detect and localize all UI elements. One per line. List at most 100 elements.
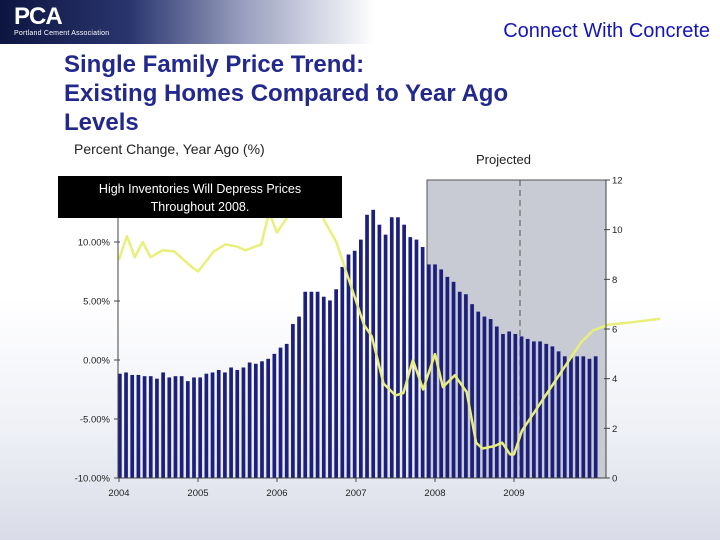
bar bbox=[525, 338, 530, 478]
logo-mark: PCA bbox=[14, 3, 63, 30]
bar bbox=[161, 372, 165, 478]
right-tick-label: 4 bbox=[612, 374, 617, 385]
bar bbox=[488, 319, 493, 478]
right-tick-label: 10 bbox=[612, 225, 623, 236]
bar bbox=[124, 372, 128, 478]
bar bbox=[532, 341, 536, 478]
pca-logo: PCA Portland Cement Association bbox=[14, 4, 109, 38]
bar bbox=[260, 361, 264, 478]
title-line-1: Single Family Price Trend: bbox=[64, 51, 365, 78]
header-bar: PCA Portland Cement Association Connect … bbox=[0, 0, 720, 44]
bar bbox=[297, 316, 301, 478]
tagline: Connect With Concrete bbox=[503, 20, 710, 42]
projected-label: Projected bbox=[476, 152, 531, 167]
bar bbox=[315, 291, 320, 478]
bar bbox=[544, 343, 549, 478]
bar bbox=[235, 369, 240, 478]
bar bbox=[451, 281, 456, 478]
price-trend-line bbox=[117, 181, 661, 456]
bar bbox=[562, 356, 567, 478]
bar bbox=[538, 341, 542, 478]
bar bbox=[359, 239, 363, 478]
right-tick-label: 2 bbox=[612, 424, 617, 435]
bar bbox=[402, 224, 406, 478]
callout-line-2: Throughout 2008. bbox=[150, 200, 250, 214]
logo-subtext: Portland Cement Association bbox=[14, 30, 110, 37]
bar bbox=[556, 351, 561, 478]
bar bbox=[185, 381, 190, 478]
bar bbox=[253, 363, 258, 478]
bar bbox=[284, 343, 289, 478]
bar bbox=[507, 331, 512, 478]
bar bbox=[420, 247, 425, 478]
bar bbox=[513, 333, 518, 478]
bar bbox=[328, 300, 332, 478]
callout-box: High Inventories Will Depress Prices Thr… bbox=[58, 176, 342, 218]
x-tick-label: 2006 bbox=[266, 488, 287, 499]
right-tick-label: 6 bbox=[612, 325, 617, 336]
title-line-2: Existing Homes Compared to Year Ago bbox=[64, 80, 509, 107]
bar bbox=[173, 376, 178, 478]
x-tick-label: 2008 bbox=[424, 488, 445, 499]
bar bbox=[192, 377, 196, 478]
bar bbox=[130, 374, 135, 478]
bar bbox=[266, 358, 271, 478]
bar bbox=[136, 374, 141, 478]
bar bbox=[142, 376, 147, 478]
bar bbox=[247, 362, 252, 478]
bar bbox=[198, 377, 203, 478]
bar bbox=[148, 376, 153, 478]
bar bbox=[155, 378, 159, 478]
bar bbox=[303, 291, 308, 478]
bar bbox=[482, 316, 487, 478]
bar bbox=[118, 373, 122, 478]
bar bbox=[204, 373, 209, 478]
bar bbox=[569, 357, 573, 478]
bar bbox=[216, 369, 221, 478]
bar bbox=[396, 217, 400, 478]
chart-subtitle: Percent Change, Year Ago (%) bbox=[74, 141, 265, 157]
bar bbox=[457, 291, 462, 478]
bar bbox=[414, 239, 419, 478]
bar bbox=[272, 353, 277, 478]
bar bbox=[321, 296, 326, 478]
bar bbox=[210, 372, 215, 478]
bar bbox=[291, 324, 295, 478]
bar bbox=[167, 377, 172, 478]
bar bbox=[223, 372, 227, 478]
bar bbox=[587, 358, 592, 478]
bar bbox=[470, 304, 474, 478]
bar bbox=[241, 367, 246, 478]
bar bbox=[433, 264, 437, 478]
left-tick-label: -10.00% bbox=[75, 474, 111, 485]
bar bbox=[229, 367, 233, 478]
bar bbox=[464, 294, 468, 478]
bar bbox=[346, 254, 351, 478]
left-tick-label: 5.00% bbox=[83, 297, 110, 308]
bar bbox=[439, 269, 444, 478]
bar bbox=[309, 291, 314, 478]
left-tick-label: 10.00% bbox=[78, 238, 111, 249]
bar bbox=[383, 234, 388, 478]
bar bbox=[593, 356, 598, 478]
right-tick-label: 12 bbox=[612, 176, 623, 187]
bar bbox=[179, 376, 184, 478]
bar bbox=[389, 217, 394, 478]
right-tick-label: 8 bbox=[612, 275, 617, 286]
bar bbox=[445, 276, 450, 478]
title-line-3: Levels bbox=[64, 109, 139, 136]
bar bbox=[519, 336, 524, 478]
left-tick-label: -5.00% bbox=[80, 415, 111, 426]
x-tick-label: 2007 bbox=[345, 488, 366, 499]
bar bbox=[278, 347, 283, 479]
bar bbox=[494, 326, 499, 478]
bar bbox=[352, 250, 357, 478]
bar bbox=[476, 311, 481, 478]
x-tick-label: 2005 bbox=[187, 488, 208, 499]
x-tick-label: 2009 bbox=[503, 488, 524, 499]
chart: -10.00%-5.00%0.00%5.00%10.00%15.00%02468… bbox=[75, 176, 661, 499]
bar bbox=[501, 333, 505, 478]
left-tick-label: 0.00% bbox=[83, 356, 110, 367]
bar bbox=[550, 346, 555, 478]
bar bbox=[340, 266, 345, 478]
